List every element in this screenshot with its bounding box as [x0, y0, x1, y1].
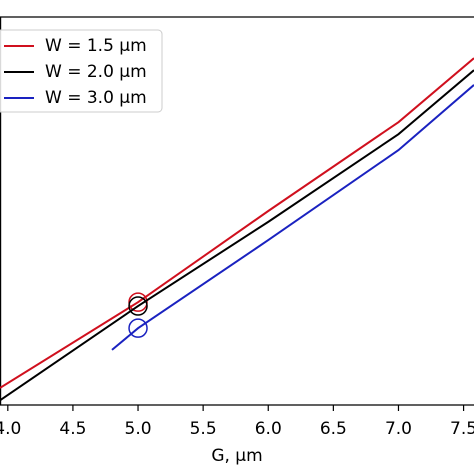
highlight-marker: [128, 296, 148, 316]
x-tick-label: 5.5: [190, 419, 217, 439]
x-tick-label: 6.0: [255, 419, 282, 439]
x-tick-label: 6.5: [320, 419, 347, 439]
x-tick-label: 7.5: [450, 419, 474, 439]
highlight-marker: [128, 292, 148, 312]
legend-box: [0, 29, 163, 113]
line: [0, 57, 474, 389]
legend-label: W = 1.5 μm: [45, 36, 147, 56]
legend-label: W = 2.0 μm: [45, 62, 147, 82]
x-tick-label: 4.5: [59, 419, 86, 439]
x-tick-label: 5.0: [125, 419, 152, 439]
legend-label: W = 3.0 μm: [45, 88, 147, 108]
x-axis-label: G, μm: [211, 446, 262, 466]
line: [0, 69, 474, 402]
x-tick-label: 7.0: [385, 419, 412, 439]
line: [111, 84, 474, 351]
highlight-marker: [128, 318, 148, 338]
x-tick-label: 4.0: [0, 419, 21, 439]
